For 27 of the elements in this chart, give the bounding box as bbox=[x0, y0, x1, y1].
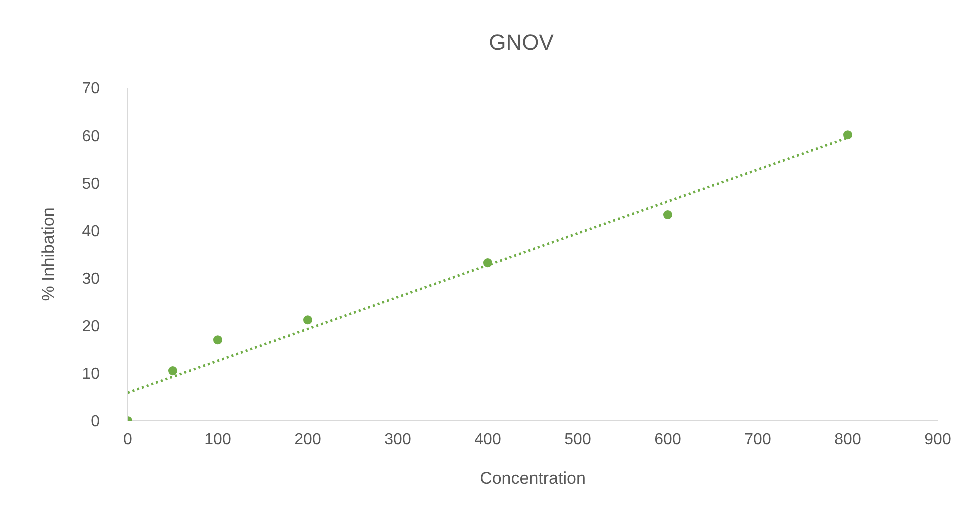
y-tick-label: 70 bbox=[82, 80, 100, 98]
y-tick-label: 0 bbox=[91, 414, 100, 431]
x-tick-label: 700 bbox=[744, 431, 772, 448]
y-tick-label: 30 bbox=[82, 270, 100, 288]
x-tick-label: 900 bbox=[924, 431, 952, 448]
x-tick-label: 800 bbox=[834, 431, 862, 448]
x-tick-label: 400 bbox=[474, 431, 502, 448]
x-tick-label: 300 bbox=[384, 431, 412, 448]
x-tick-label: 500 bbox=[564, 431, 592, 448]
x-tick-label: 0 bbox=[124, 431, 133, 448]
point bbox=[843, 130, 853, 140]
point bbox=[168, 366, 178, 376]
point bbox=[213, 336, 223, 345]
y-axis-title: % Inhibation bbox=[39, 208, 58, 302]
x-tick-label: 100 bbox=[204, 431, 232, 448]
y-tick-label: 10 bbox=[82, 366, 100, 384]
y-tick-label: 40 bbox=[82, 223, 100, 240]
x-tick-label: 600 bbox=[654, 431, 682, 448]
chart-title: GNOV bbox=[488, 30, 555, 56]
x-axis-title: Concentration bbox=[480, 469, 586, 488]
point bbox=[483, 258, 493, 268]
y-tick-label: 20 bbox=[82, 318, 100, 336]
y-tick-label: 60 bbox=[82, 128, 100, 146]
point bbox=[663, 210, 673, 220]
x-tick-label: 200 bbox=[294, 431, 322, 448]
y-tick-label: 50 bbox=[82, 176, 100, 193]
point bbox=[303, 316, 313, 325]
